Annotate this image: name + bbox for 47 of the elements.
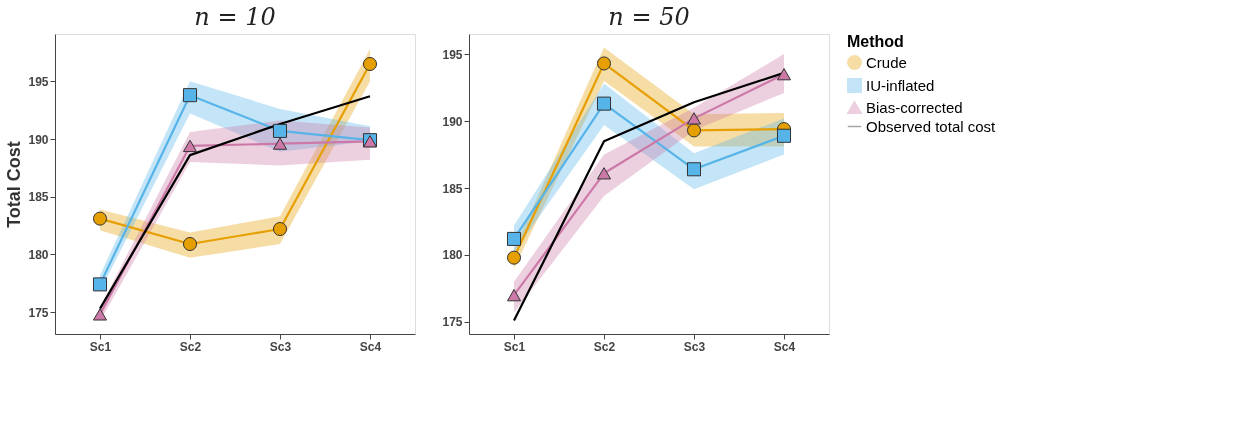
x-tick-label: Sc3 [269, 339, 292, 354]
x-tick-label: Sc1 [89, 339, 112, 354]
legend-label: IU-inflated [866, 76, 935, 94]
y-tick-label: 190 [28, 132, 49, 147]
point [362, 56, 378, 72]
y-tick-label: 185 [28, 190, 49, 205]
point [272, 221, 288, 237]
point [686, 112, 702, 125]
y-tick-label: 195 [442, 47, 463, 62]
x-tick-label: Sc2 [593, 339, 616, 354]
y-tick-label: 195 [28, 74, 49, 89]
x-tick-label: Sc4 [773, 339, 796, 354]
legend-label: Crude [866, 53, 907, 71]
y-tick-label: 175 [28, 305, 49, 320]
x-tick-label: Sc4 [359, 339, 382, 354]
y-tick-label: 175 [442, 315, 463, 330]
point [506, 250, 522, 265]
chart-title: n = 50 [608, 3, 690, 31]
point [92, 211, 108, 226]
legend-label: Bias-corrected [866, 98, 963, 116]
y-tick-label: 180 [442, 248, 463, 263]
point [596, 96, 612, 111]
x-tick-label: Sc2 [179, 339, 202, 354]
point [92, 308, 108, 321]
point [182, 236, 198, 252]
chart-title: n = 10 [194, 3, 276, 31]
point [506, 289, 522, 302]
point [182, 88, 198, 103]
y-axis-title: Total Cost [4, 141, 25, 228]
point [596, 167, 612, 180]
point [272, 137, 288, 150]
point [506, 231, 522, 246]
point [686, 123, 702, 138]
y-tick-label: 180 [28, 247, 49, 262]
point [182, 139, 198, 153]
point [776, 68, 792, 81]
point [272, 123, 288, 138]
x-tick-label: Sc3 [683, 339, 706, 354]
point [686, 162, 702, 177]
y-tick-label: 190 [442, 114, 463, 129]
legend-label: Observed total cost [866, 117, 997, 135]
legend-title: Method [847, 33, 904, 50]
x-tick-label: Sc1 [503, 339, 526, 354]
y-tick-label: 185 [442, 181, 463, 196]
point [776, 128, 792, 143]
point [596, 56, 612, 71]
point [92, 277, 108, 292]
